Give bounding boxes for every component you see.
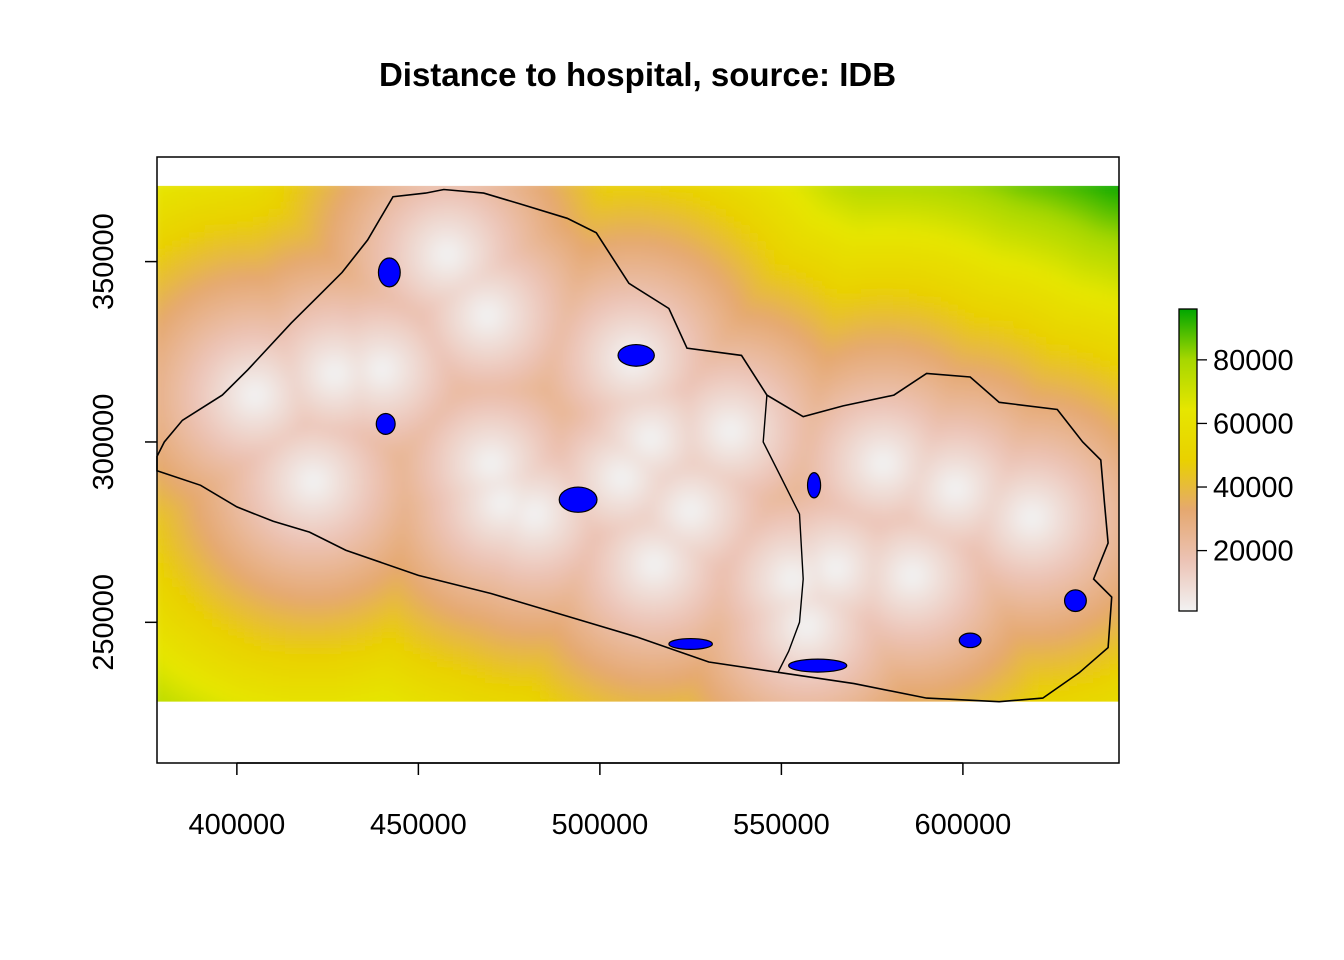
water-body <box>668 637 714 650</box>
x-tick-label: 400000 <box>188 809 285 841</box>
water-body <box>375 412 396 435</box>
water-body <box>788 658 848 673</box>
legend-tick-label: 20000 <box>1213 536 1294 568</box>
x-tick-label: 500000 <box>551 809 648 841</box>
legend-tick-label: 80000 <box>1213 345 1294 377</box>
y-axis: 250000 300000 350000 <box>88 213 157 671</box>
water-body <box>806 472 822 499</box>
legend-tick-label: 60000 <box>1213 408 1294 440</box>
country-outline <box>156 188 1113 703</box>
river-boundary <box>762 395 804 674</box>
x-tick-label: 550000 <box>733 809 830 841</box>
plot-title: Distance to hospital, source: IDB <box>378 56 897 93</box>
legend-bar <box>1178 308 1198 612</box>
water-body <box>617 343 655 367</box>
water-body <box>377 257 401 288</box>
water-body <box>958 632 982 649</box>
distance-raster <box>157 185 1119 702</box>
country-border <box>156 188 1113 703</box>
x-tick-label: 450000 <box>370 809 467 841</box>
x-axis: 400000 450000 500000 550000 600000 <box>188 762 1012 841</box>
water-bodies <box>375 257 1087 673</box>
water-body <box>1063 589 1087 613</box>
x-tick-label: 600000 <box>915 809 1012 841</box>
y-tick-label: 300000 <box>88 394 120 491</box>
color-legend: 20000 40000 60000 80000 <box>1178 308 1294 612</box>
water-body <box>558 486 598 513</box>
y-tick-label: 250000 <box>88 574 120 671</box>
legend-tick-label: 40000 <box>1213 472 1294 504</box>
y-tick-label: 350000 <box>88 213 120 310</box>
